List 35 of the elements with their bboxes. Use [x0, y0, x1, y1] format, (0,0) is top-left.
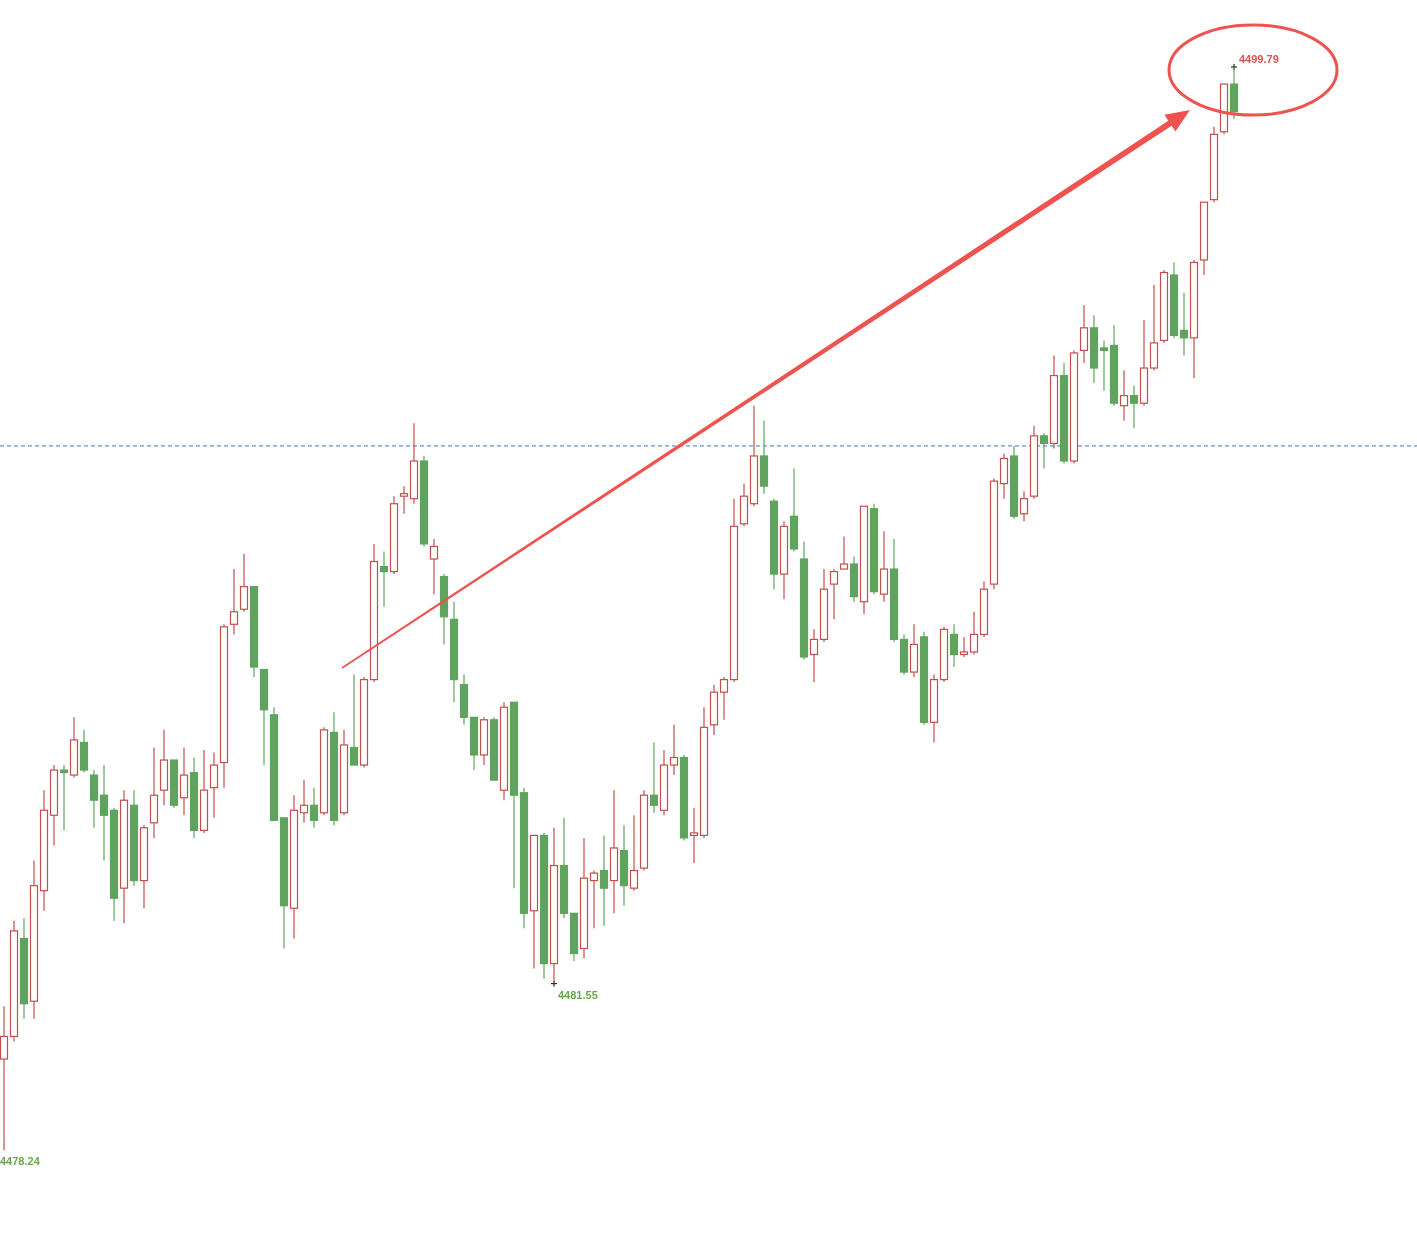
candlestick: [399, 485, 409, 515]
candlestick: [949, 623, 959, 668]
candlestick: [179, 746, 189, 816]
candlestick: [599, 834, 609, 927]
candlestick: [809, 628, 819, 683]
candlestick: [1039, 432, 1049, 470]
candlestick: [1019, 490, 1029, 522]
candlestick: [669, 724, 679, 776]
candlestick: [719, 676, 729, 721]
candlestick: [309, 787, 319, 829]
candlestick: [689, 807, 699, 864]
candlestick: [649, 741, 659, 814]
candlestick: [379, 550, 389, 608]
candlestick: [829, 568, 839, 620]
candlestick: [1099, 339, 1109, 392]
candlestick: [839, 535, 849, 570]
candlestick: [99, 764, 109, 862]
text: 4478.24: [0, 1155, 41, 1167]
candlestick: [299, 779, 309, 824]
candlestick: [969, 611, 979, 656]
candlestick: [209, 751, 219, 819]
candlestick: [229, 568, 239, 635]
candlestick: [1119, 369, 1129, 422]
annotation: 4481.55: [558, 988, 598, 1001]
candlestick: [349, 673, 359, 766]
candlestick: [239, 553, 249, 613]
candlestick: [1179, 292, 1189, 357]
candlestick: [589, 869, 599, 929]
candlestick: [959, 636, 969, 658]
candlestick: [1129, 385, 1139, 429]
candlestick: [59, 764, 69, 831]
candlestick: [1079, 304, 1089, 364]
candlestick: [629, 814, 639, 892]
candlestick: [429, 538, 439, 595]
text: 4499.79: [1239, 53, 1279, 65]
